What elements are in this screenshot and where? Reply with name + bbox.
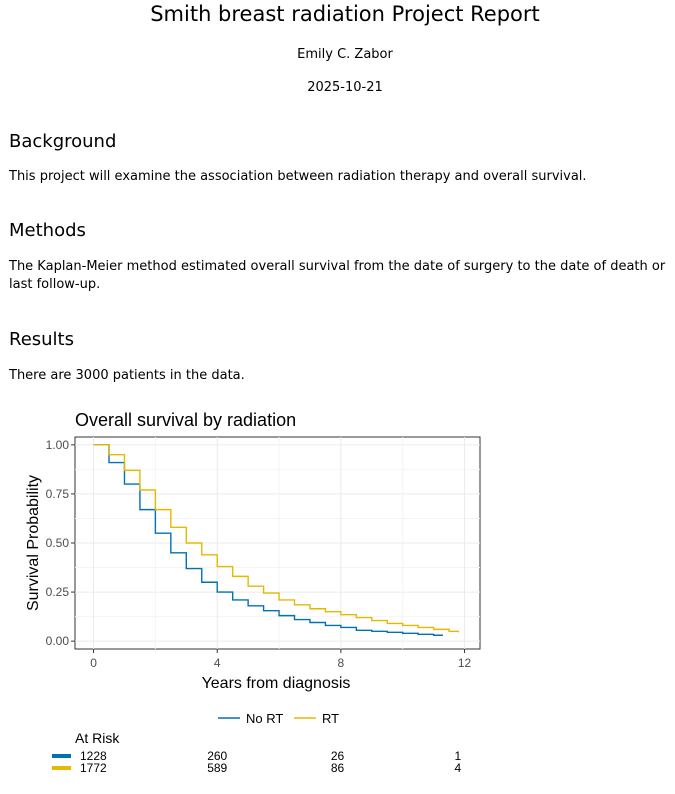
risk-table-title: At Risk xyxy=(75,730,120,746)
y-tick-label: 1.00 xyxy=(46,438,70,452)
background-text: This project will examine the associatio… xyxy=(9,169,587,184)
km-plot-svg: Overall survival by radiation 0.000.250.… xyxy=(25,410,481,775)
grid-lines xyxy=(75,437,480,649)
y-axis-ticks: 0.00 0.25 0.50 0.75 1.00 xyxy=(46,438,75,648)
report-date: 2025-10-21 xyxy=(307,80,383,95)
x-tick-label: 0 xyxy=(90,656,97,670)
legend-label: RT xyxy=(322,711,339,726)
risk-table: 1228 260 26 1 1772 589 86 4 xyxy=(52,749,462,775)
risk-count: 26 xyxy=(331,749,345,763)
x-tick-label: 12 xyxy=(458,656,472,670)
survival-figure: Overall survival by radiation 0.00 0.25 0.… xyxy=(0,400,675,790)
x-axis-ticks: 0 4 8 12 xyxy=(90,649,472,670)
report-title: Smith breast radiation Project Report xyxy=(150,2,540,26)
methods-text: The Kaplan-Meier method estimated overal… xyxy=(9,259,666,292)
legend-label: No RT xyxy=(246,711,283,726)
series-line-rt xyxy=(93,444,460,633)
chart-title: Overall survival by radiation xyxy=(75,410,296,430)
risk-count: 1772 xyxy=(80,761,107,775)
risk-count: 1228 xyxy=(80,749,107,763)
risk-count: 1 xyxy=(455,749,462,763)
report-author: Emily C. Zabor xyxy=(297,47,393,62)
y-tick-label: 0.25 xyxy=(46,585,70,599)
y-axis-label: Survival Probability xyxy=(25,475,42,611)
y-tick-label: 0.00 xyxy=(46,634,70,648)
legend: No RT RT xyxy=(218,711,339,726)
x-axis-label: Years from diagnosis xyxy=(202,675,351,692)
x-tick-label: 4 xyxy=(214,656,221,670)
risk-count: 86 xyxy=(331,761,345,775)
y-tick-label: 0.50 xyxy=(46,536,70,550)
x-tick-label: 8 xyxy=(338,656,345,670)
series-line-no-rt xyxy=(93,444,443,636)
risk-count: 260 xyxy=(207,749,227,763)
results-text: There are 3000 patients in the data. xyxy=(9,368,245,383)
survival-curves xyxy=(93,444,460,636)
y-tick-label: 0.75 xyxy=(46,487,70,501)
risk-count: 4 xyxy=(455,761,462,775)
methods-heading: Methods xyxy=(9,220,86,241)
risk-count: 589 xyxy=(207,761,227,775)
background-heading: Background xyxy=(9,131,117,152)
results-heading: Results xyxy=(9,329,74,350)
